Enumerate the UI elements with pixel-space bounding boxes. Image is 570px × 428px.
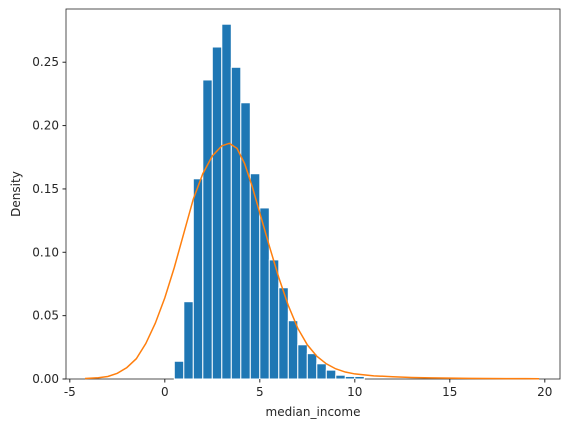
x-axis-label: median_income [266,405,361,419]
histogram-bar [335,374,346,380]
histogram-bar [316,363,327,380]
histogram-bars [173,23,365,380]
histogram-bar [287,320,299,380]
y-tick-label: 0.00 [32,372,59,386]
histogram-bar [259,207,270,380]
density-curve [84,142,540,380]
y-tick-label: 0.10 [32,245,59,259]
y-tick-label: 0.20 [32,119,59,133]
histogram-bar [240,102,251,380]
histogram-bar [354,375,365,380]
histogram-bar [297,344,308,380]
y-axis-label: Density [9,171,23,217]
y-tick-labels: 0.00 0.05 0.10 0.15 0.20 0.25 [32,55,66,386]
histogram-bar [344,375,356,380]
histogram-bar [211,46,223,380]
histogram-bar [173,360,185,380]
histogram-bar [192,178,204,380]
x-tick-label: -5 [64,385,76,399]
x-tick-labels: -5 0 5 10 15 20 [64,379,552,399]
histogram-bar [306,353,318,380]
histogram-bar [221,23,232,380]
x-tick-label: 0 [161,385,169,399]
y-tick-label: 0.05 [32,309,59,323]
histogram-bar [183,301,194,380]
x-tick-label: 15 [442,385,457,399]
x-tick-label: 5 [256,385,264,399]
histogram-bar [249,173,261,380]
histogram-bar [202,79,213,380]
y-tick-label: 0.25 [32,55,59,69]
x-tick-label: 10 [347,385,362,399]
histogram-bar [230,66,242,380]
x-tick-label: 20 [537,385,552,399]
plot-frame [65,8,561,380]
histogram-bar [268,259,280,380]
histogram-bar [325,369,337,380]
y-tick-label: 0.15 [32,182,59,196]
